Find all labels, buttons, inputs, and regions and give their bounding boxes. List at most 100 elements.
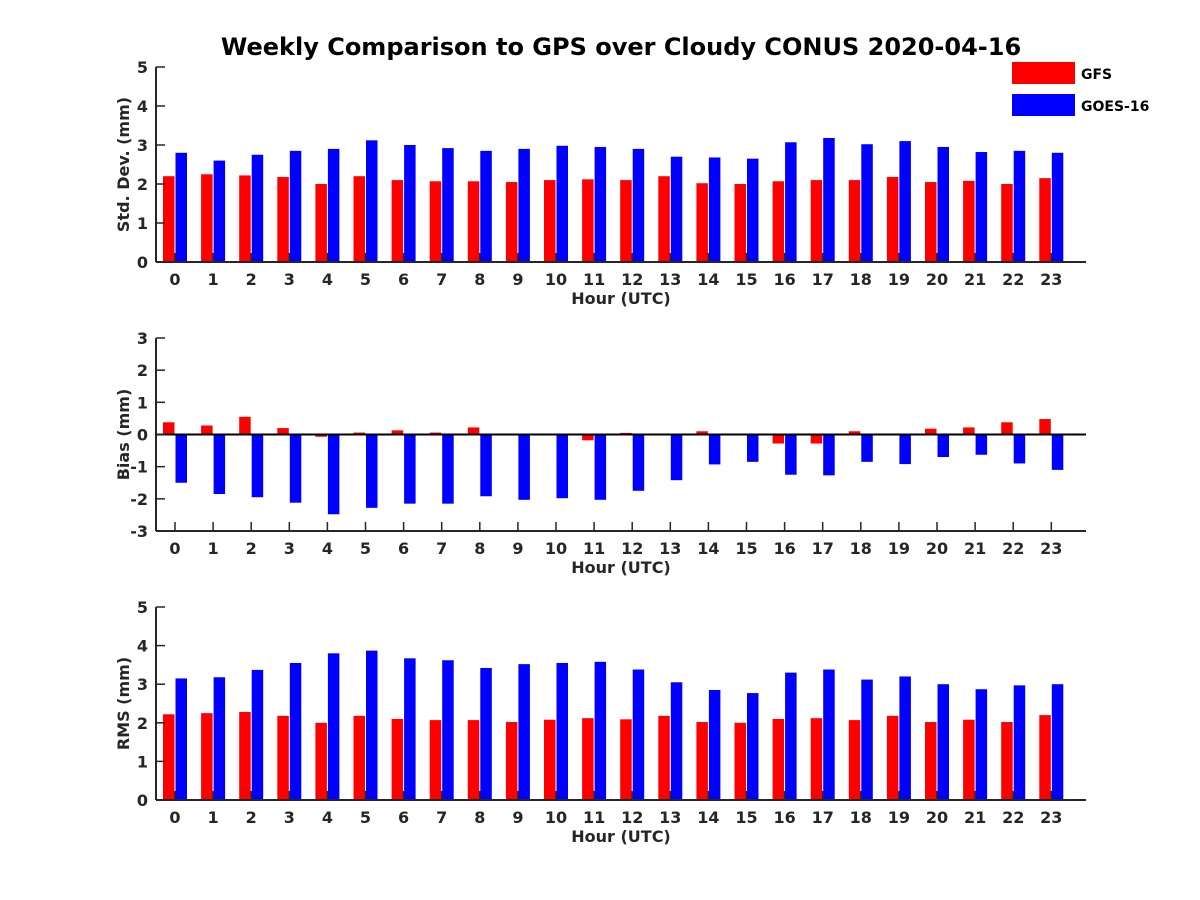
bar-goes-16-hour-23 [1051, 152, 1064, 262]
bar-goes-16-hour-21 [975, 434, 988, 455]
bar-gfs-hour-12 [620, 719, 632, 800]
chart-title: Weekly Comparison to GPS over Cloudy CON… [221, 33, 1021, 61]
x-tick-label: 1 [208, 808, 219, 827]
bar-goes-16-hour-10 [556, 145, 568, 262]
bar-goes-16-hour-13 [670, 682, 683, 800]
y-axis-label: RMS (mm) [114, 657, 133, 750]
bar-gfs-hour-7 [429, 720, 442, 800]
bar-gfs-hour-16 [772, 718, 785, 800]
x-tick-label: 3 [284, 270, 295, 289]
bar-goes-16-hour-7 [442, 660, 454, 800]
x-tick-label: 8 [474, 539, 485, 558]
bar-goes-16-hour-22 [1013, 434, 1026, 464]
bar-gfs-hour-17 [810, 434, 823, 444]
bar-goes-16-hour-12 [632, 148, 645, 262]
bar-goes-16-hour-8 [480, 667, 492, 800]
y-tick-label: 0 [137, 791, 148, 810]
bar-gfs-hour-4 [315, 184, 327, 262]
x-tick-label: 21 [964, 808, 986, 827]
x-tick-label: 4 [322, 808, 333, 827]
x-tick-label: 0 [169, 539, 180, 558]
bar-goes-16-hour-16 [785, 672, 797, 800]
bar-goes-16-hour-4 [327, 653, 340, 800]
y-tick-label: 3 [137, 329, 148, 348]
bar-goes-16-hour-19 [899, 676, 911, 800]
bar-gfs-hour-23 [1039, 178, 1051, 262]
bar-goes-16-hour-1 [213, 677, 226, 800]
bar-gfs-hour-8 [467, 720, 480, 800]
bar-goes-16-hour-2 [251, 669, 264, 800]
bar-gfs-hour-0 [163, 422, 175, 435]
bar-gfs-hour-5 [353, 715, 365, 800]
x-tick-label: 21 [964, 270, 986, 289]
x-tick-label: 6 [398, 270, 409, 289]
y-tick-label: 0 [137, 253, 148, 272]
x-tick-label: 5 [360, 539, 371, 558]
bar-gfs-hour-18 [848, 720, 861, 800]
bar-gfs-hour-5 [353, 176, 365, 262]
bar-goes-16-hour-13 [670, 156, 683, 262]
bar-gfs-hour-3 [277, 715, 289, 800]
bar-gfs-hour-21 [963, 180, 975, 262]
y-tick-label: 3 [137, 675, 148, 694]
x-axis-label: Hour (UTC) [571, 827, 671, 846]
x-tick-label: 7 [436, 808, 447, 827]
bar-goes-16-hour-20 [937, 434, 949, 458]
y-tick-label: 2 [137, 714, 148, 733]
bar-goes-16-hour-5 [366, 650, 378, 800]
bar-goes-16-hour-15 [747, 434, 759, 462]
bar-goes-16-hour-15 [747, 158, 759, 262]
bar-goes-16-hour-10 [556, 662, 568, 800]
x-tick-label: 14 [697, 270, 719, 289]
bar-gfs-hour-20 [925, 182, 937, 262]
bar-goes-16-hour-9 [518, 148, 530, 262]
bar-goes-16-hour-17 [823, 434, 835, 476]
x-tick-label: 19 [888, 539, 910, 558]
y-tick-label: -1 [130, 458, 148, 477]
bar-gfs-hour-6 [391, 430, 404, 435]
bar-goes-16-hour-6 [404, 145, 416, 262]
y-tick-label: 5 [137, 58, 148, 77]
x-tick-label: 13 [659, 270, 681, 289]
x-tick-label: 10 [545, 539, 567, 558]
x-tick-label: 3 [284, 808, 295, 827]
x-tick-label: 11 [583, 270, 605, 289]
x-tick-label: 1 [208, 539, 219, 558]
bar-goes-16-hour-1 [213, 160, 226, 262]
x-tick-label: 13 [659, 808, 681, 827]
bar-gfs-hour-1 [201, 174, 213, 262]
bar-gfs-hour-11 [582, 718, 594, 800]
legend-label-goes16: GOES-16 [1081, 99, 1149, 115]
x-tick-label: 2 [246, 270, 257, 289]
y-tick-label: 4 [137, 637, 148, 656]
bar-goes-16-hour-15 [747, 693, 759, 800]
bar-gfs-hour-22 [1001, 722, 1013, 800]
y-tick-label: 2 [137, 175, 148, 194]
bar-gfs-hour-9 [505, 182, 518, 262]
bar-gfs-hour-10 [544, 180, 556, 262]
bar-goes-16-hour-7 [442, 148, 454, 262]
bar-gfs-hour-6 [391, 180, 404, 262]
bar-goes-16-hour-16 [785, 434, 797, 475]
bar-goes-16-hour-6 [404, 658, 416, 800]
bar-gfs-hour-15 [734, 184, 746, 262]
bar-goes-16-hour-9 [518, 664, 530, 800]
bar-gfs-hour-21 [963, 427, 975, 435]
bar-goes-16-hour-12 [632, 669, 645, 800]
bar-goes-16-hour-2 [251, 434, 264, 498]
bar-gfs-hour-14 [696, 722, 708, 800]
x-tick-label: 6 [398, 808, 409, 827]
x-tick-label: 11 [583, 808, 605, 827]
bar-gfs-hour-13 [658, 176, 670, 262]
bar-goes-16-hour-3 [289, 150, 302, 262]
x-tick-label: 20 [926, 808, 948, 827]
y-tick-label: 1 [137, 214, 148, 233]
x-tick-label: 19 [888, 808, 910, 827]
x-tick-label: 11 [583, 539, 605, 558]
bar-goes-16-hour-3 [289, 662, 302, 800]
x-tick-label: 14 [697, 539, 719, 558]
bar-goes-16-hour-1 [213, 434, 226, 495]
bar-gfs-hour-7 [429, 181, 442, 262]
